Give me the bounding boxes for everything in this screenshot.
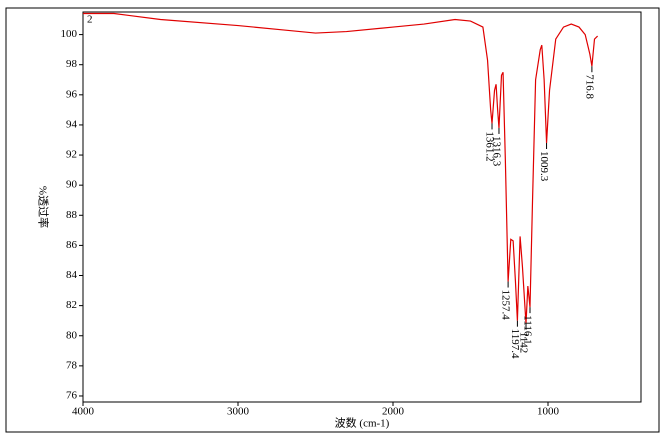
- peak-label: 1142: [517, 332, 529, 354]
- y-tick-label: 92: [66, 149, 77, 161]
- y-tick-label: 84: [66, 269, 78, 281]
- x-tick-label: 1000: [537, 406, 560, 418]
- peak-label: 716.8: [583, 74, 595, 99]
- y-tick-label: 76: [66, 390, 78, 402]
- y-tick-label: 88: [66, 209, 78, 221]
- y-tick-label: 96: [66, 88, 78, 100]
- y-tick-label: 82: [66, 299, 77, 311]
- peak-label: 1316.3: [490, 136, 502, 167]
- plot-frame: [82, 11, 642, 403]
- peak-label: 1197.4: [509, 329, 521, 359]
- peak-label: 1116.1: [521, 315, 533, 344]
- y-tick-label: 80: [66, 329, 78, 341]
- peak-label: 1257.4: [500, 290, 512, 321]
- peak-label: 1009.3: [538, 151, 550, 182]
- spectrum-line: [83, 12, 599, 324]
- peak-label: 1361.2: [483, 131, 495, 161]
- outer-frame: [5, 7, 660, 433]
- y-tick-label: 100: [61, 28, 78, 40]
- y-tick-label: 78: [66, 359, 78, 371]
- x-axis-label: 波数 (cm-1): [335, 417, 390, 430]
- x-tick-label: 4000: [72, 406, 95, 418]
- y-tick-label: 94: [66, 118, 78, 130]
- x-tick-label: 2000: [382, 406, 405, 418]
- series-label: 2: [87, 14, 93, 26]
- y-axis-label: %透过率: [36, 186, 50, 228]
- x-tick-label: 3000: [227, 406, 250, 418]
- y-tick-label: 98: [66, 58, 78, 70]
- y-tick-label: 90: [66, 179, 78, 191]
- y-tick-label: 86: [66, 239, 78, 251]
